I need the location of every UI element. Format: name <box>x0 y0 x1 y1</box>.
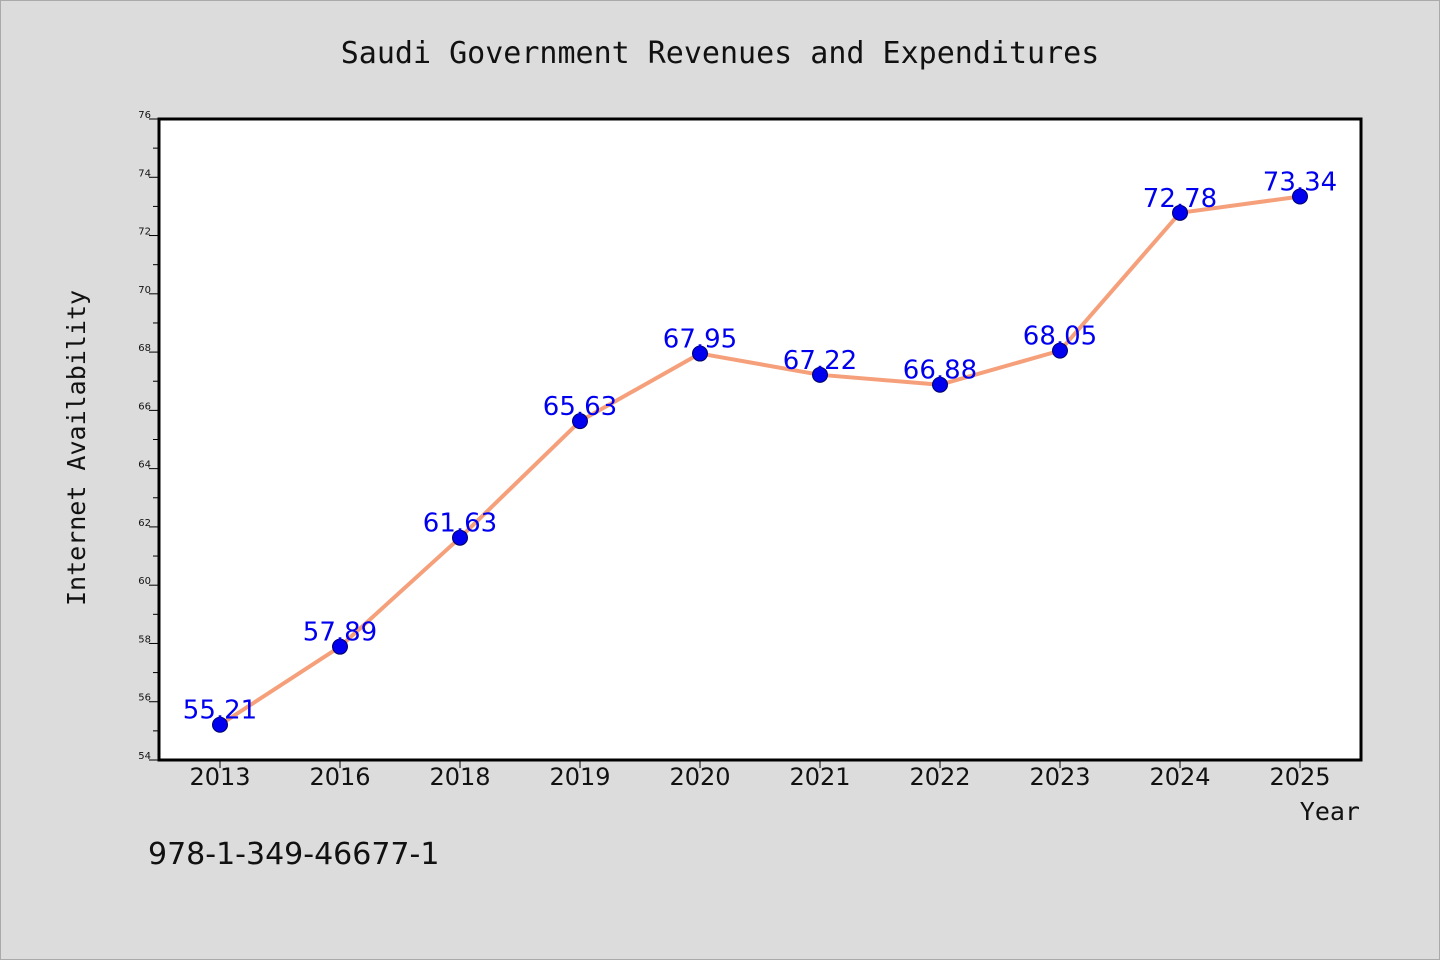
isbn-annotation: 978-1-349-46677-1 <box>148 837 439 872</box>
x-tick-label: 2021 <box>789 763 850 791</box>
data-label: 65.63 <box>543 392 617 422</box>
x-tick-label: 2013 <box>189 763 250 791</box>
plot-area <box>159 119 1361 760</box>
x-tick-label: 2016 <box>309 763 370 791</box>
data-label: 55.21 <box>183 696 257 726</box>
x-tick-label: 2018 <box>429 763 490 791</box>
data-label: 73.34 <box>1263 168 1337 198</box>
x-axis: 2013 2016 2018 2019 2020 2021 2022 2023 2024 2025 <box>189 760 1331 791</box>
x-axis-label: Year <box>1300 797 1360 826</box>
data-markers <box>212 188 1308 733</box>
y-tick-label: 64 <box>138 460 151 471</box>
y-axis-label: Internet Availability <box>62 290 91 606</box>
y-tick-label: 58 <box>138 634 151 645</box>
x-tick-label: 2025 <box>1269 763 1330 791</box>
y-tick-label: 62 <box>138 518 151 529</box>
y-tick-label: 74 <box>138 168 151 179</box>
y-tick-label: 54 <box>138 751 151 762</box>
data-point-marker <box>212 716 228 733</box>
data-point-marker <box>812 366 828 383</box>
y-tick-label: 76 <box>138 110 151 121</box>
y-tick-label: 56 <box>138 693 151 704</box>
data-labels: 55.21 57.89 61.63 65.63 67.95 67.22 66.88 68.05… <box>183 168 1337 726</box>
y-axis: 54 56 58 60 62 64 66 68 70 72 74 76 <box>138 110 159 762</box>
data-point-marker <box>1292 188 1308 205</box>
data-label: 67.22 <box>783 346 857 376</box>
data-point-marker <box>572 413 588 430</box>
y-tick-label: 66 <box>138 401 151 412</box>
y-tick-label: 60 <box>138 576 151 587</box>
y-tick-label: 70 <box>138 285 151 296</box>
data-label: 67.95 <box>663 325 737 355</box>
data-point-marker <box>332 638 348 655</box>
x-tick-label: 2020 <box>669 763 730 791</box>
data-label: 57.89 <box>303 618 377 648</box>
data-label: 72.78 <box>1143 184 1217 214</box>
data-point-marker <box>1172 204 1188 221</box>
x-tick-label: 2023 <box>1029 763 1090 791</box>
data-label: 66.88 <box>903 356 977 386</box>
chart-title: Saudi Government Revenues and Expenditur… <box>341 36 1100 71</box>
data-point-marker <box>452 529 468 546</box>
data-point-marker <box>692 345 708 362</box>
x-tick-label: 2019 <box>549 763 610 791</box>
y-tick-label: 72 <box>138 227 151 238</box>
y-tick-label: 68 <box>138 343 151 354</box>
data-label: 61.63 <box>423 509 497 539</box>
series-line <box>218 194 1302 727</box>
x-tick-label: 2022 <box>909 763 970 791</box>
data-point-marker <box>932 376 948 393</box>
data-point-marker <box>1052 342 1068 359</box>
plot-frame <box>157 117 1363 762</box>
data-label: 68.05 <box>1023 322 1097 352</box>
x-tick-label: 2024 <box>1149 763 1210 791</box>
